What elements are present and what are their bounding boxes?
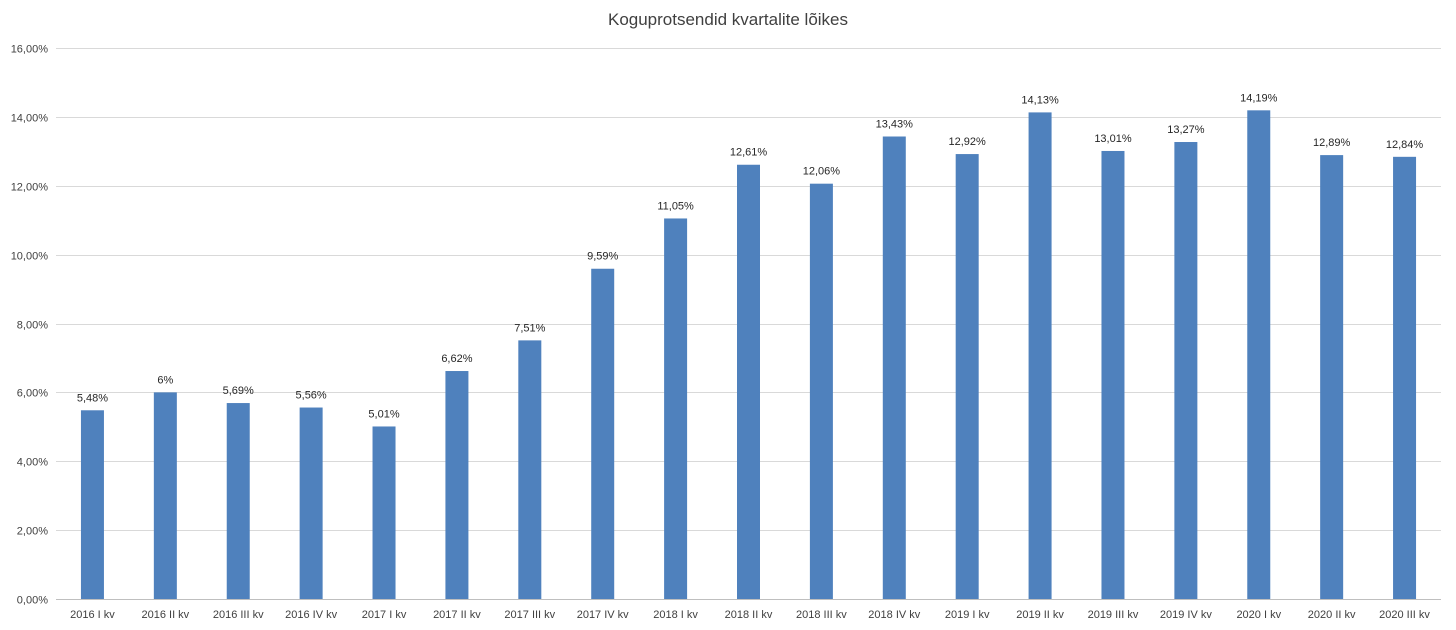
bar [809, 183, 833, 599]
y-tick-label: 0,00% [17, 595, 48, 607]
data-label: 5,56% [296, 390, 327, 402]
data-label: 14,13% [1021, 94, 1059, 106]
x-tick-label: 2017 III kv [504, 609, 555, 621]
x-tick-label: 2018 II kv [725, 609, 773, 621]
x-tick-label: 2016 IV kv [285, 609, 337, 621]
data-label: 6,62% [441, 353, 472, 365]
y-tick-label: 10,00% [11, 251, 49, 263]
data-label: 13,27% [1167, 124, 1205, 136]
y-tick-label: 16,00% [11, 44, 49, 56]
x-tick-label: 2018 I kv [653, 609, 698, 621]
bar [737, 164, 760, 600]
bar [664, 218, 688, 599]
x-tick-label: 2017 IV kv [577, 609, 629, 621]
bar [591, 268, 615, 599]
x-tick-label: 2019 I kv [945, 609, 990, 621]
data-label: 12,84% [1386, 139, 1424, 151]
bar [1247, 110, 1271, 599]
bar [882, 136, 906, 599]
data-label: 13,01% [1094, 133, 1132, 145]
data-label: 9,59% [587, 251, 618, 263]
data-label: 5,01% [368, 408, 399, 420]
bar [153, 392, 177, 599]
bar [299, 407, 323, 599]
data-label: 5,69% [223, 385, 254, 397]
bar [80, 410, 104, 599]
x-tick-label: 2017 II kv [433, 609, 481, 621]
bar [1101, 150, 1125, 599]
data-label: 12,61% [730, 147, 768, 159]
x-tick-label: 2019 IV kv [1160, 609, 1212, 621]
x-tick-label: 2016 III kv [213, 609, 264, 621]
bar [372, 426, 396, 599]
bar [1028, 112, 1052, 599]
bar [1393, 156, 1417, 599]
data-label: 13,43% [876, 119, 914, 131]
y-tick-label: 6,00% [17, 388, 48, 400]
y-tick-label: 8,00% [17, 320, 48, 332]
x-tick-label: 2019 II kv [1016, 609, 1064, 621]
bar [226, 403, 250, 599]
x-tick-label: 2018 III kv [796, 609, 847, 621]
x-tick-label: 2020 I kv [1236, 609, 1281, 621]
data-label: 12,06% [803, 166, 841, 178]
x-tick-label: 2016 I kv [70, 609, 115, 621]
data-label: 6% [157, 374, 173, 386]
data-label: 12,89% [1313, 137, 1351, 149]
data-label: 5,48% [77, 392, 108, 404]
bar [445, 371, 469, 599]
bars [80, 110, 1417, 600]
y-tick-label: 2,00% [17, 526, 48, 538]
bar [955, 154, 979, 599]
x-tick-label: 2017 I kv [362, 609, 407, 621]
bar [518, 340, 542, 599]
x-tick-label: 2018 IV kv [868, 609, 920, 621]
data-label: 7,51% [514, 322, 545, 334]
y-tick-label: 12,00% [11, 182, 49, 194]
y-tick-label: 4,00% [17, 457, 48, 469]
x-tick-label: 2020 II kv [1308, 609, 1356, 621]
data-label: 11,05% [657, 200, 694, 212]
bar [1320, 155, 1344, 599]
y-tick-label: 14,00% [11, 113, 49, 125]
data-label: 12,92% [949, 136, 987, 148]
x-tick-label: 2020 III kv [1379, 609, 1430, 621]
labels: 0,00% 2,00% 4,00% 6,00% 8,00% 10,00% 12,00% 14,… [11, 44, 1431, 622]
bar [1174, 142, 1198, 599]
x-tick-label: 2016 II kv [141, 609, 189, 621]
data-label: 14,19% [1240, 92, 1278, 104]
chart-title: Koguprotsendid kvartalite lõikes [607, 10, 849, 29]
x-tick-label: 2019 III kv [1088, 609, 1139, 621]
